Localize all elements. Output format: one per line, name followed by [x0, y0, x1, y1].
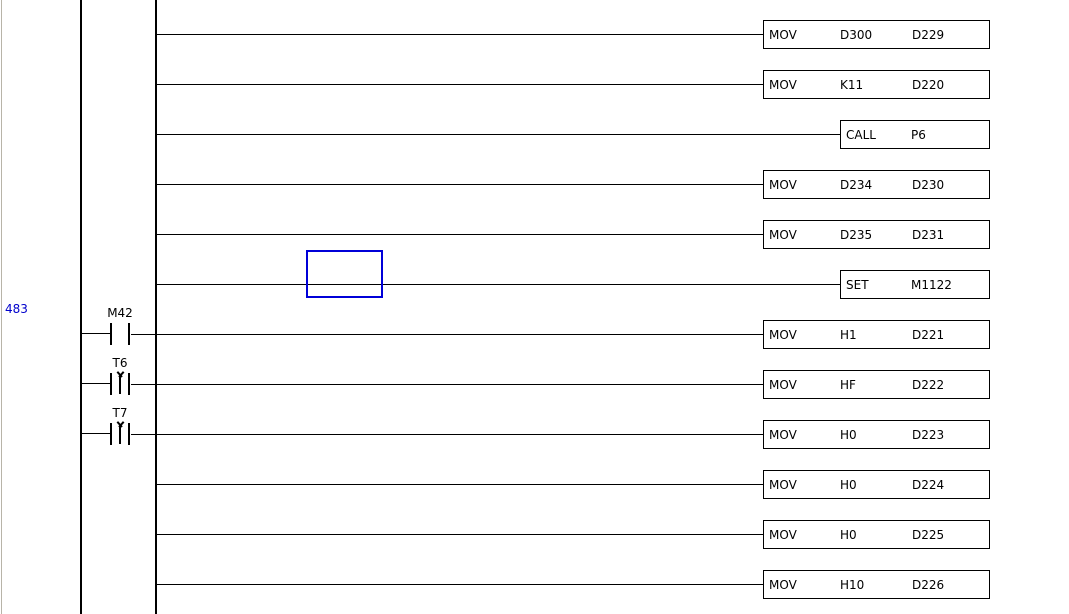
contact-m42-normally-open[interactable]: [105, 323, 135, 345]
rung-wire: [155, 134, 840, 135]
instruction-box-mov[interactable]: MOV D234 D230: [763, 170, 990, 199]
left-power-rail: [80, 0, 82, 614]
instruction-operand-1: M1122: [911, 278, 952, 292]
instruction-operand-1: H10: [840, 578, 865, 592]
instruction-operand-2: D222: [912, 378, 945, 392]
contact-label-t7: T7: [112, 406, 128, 420]
rung-wire: [155, 584, 763, 585]
instruction-operand-1: H0: [840, 428, 857, 442]
rung-wire: [155, 484, 763, 485]
contact-label-m42: M42: [107, 306, 133, 320]
instruction-mnemonic: MOV: [769, 428, 797, 442]
selection-cursor[interactable]: [306, 250, 383, 298]
branch-bus-line: [155, 0, 157, 614]
instruction-operand-2: D230: [912, 178, 945, 192]
instruction-operand-1: H1: [840, 328, 857, 342]
instruction-mnemonic: SET: [846, 278, 869, 292]
instruction-box-mov[interactable]: MOV H1 D221: [763, 320, 990, 349]
contact-lead-wire: [80, 383, 110, 384]
instruction-box-mov[interactable]: MOV H10 D226: [763, 570, 990, 599]
instruction-box-mov[interactable]: MOV H0 D224: [763, 470, 990, 499]
rung-wire: [131, 384, 763, 385]
instruction-operand-1: K11: [840, 78, 864, 92]
rising-edge-arrow-icon: [116, 421, 125, 444]
instruction-operand-1: P6: [911, 128, 926, 142]
contact-bar-left: [110, 423, 112, 445]
contact-bar-right: [128, 323, 130, 345]
contact-bar-left: [110, 323, 112, 345]
instruction-operand-2: D221: [912, 328, 945, 342]
instruction-operand-2: D224: [912, 478, 945, 492]
instruction-box-mov[interactable]: MOV D300 D229: [763, 20, 990, 49]
contact-lead-wire: [80, 433, 110, 434]
instruction-operand-2: D231: [912, 228, 945, 242]
rung-wire: [155, 184, 763, 185]
instruction-operand-1: HF: [840, 378, 856, 392]
contact-bar-left: [110, 373, 112, 395]
instruction-mnemonic: MOV: [769, 328, 797, 342]
instruction-box-mov[interactable]: MOV HF D222: [763, 370, 990, 399]
contact-t6-rising-edge[interactable]: [105, 371, 135, 395]
instruction-operand-1: D235: [840, 228, 873, 242]
contact-bar-right: [128, 423, 130, 445]
instruction-operand-2: D220: [912, 78, 945, 92]
contact-bar-right: [128, 373, 130, 395]
instruction-mnemonic: MOV: [769, 78, 797, 92]
instruction-operand-1: D234: [840, 178, 873, 192]
instruction-box-set[interactable]: SET M1122: [840, 270, 990, 299]
rung-wire: [131, 434, 763, 435]
instruction-operand-2: D223: [912, 428, 945, 442]
instruction-box-mov[interactable]: MOV H0 D225: [763, 520, 990, 549]
instruction-operand-1: D300: [840, 28, 873, 42]
rung-wire: [155, 534, 763, 535]
instruction-operand-2: D229: [912, 28, 945, 42]
instruction-mnemonic: MOV: [769, 178, 797, 192]
instruction-operand-1: H0: [840, 528, 857, 542]
window-left-edge: [1, 0, 2, 614]
instruction-box-mov[interactable]: MOV H0 D223: [763, 420, 990, 449]
contact-lead-wire: [80, 333, 110, 334]
instruction-mnemonic: MOV: [769, 28, 797, 42]
rung-wire: [131, 334, 763, 335]
contact-label-t6: T6: [112, 356, 128, 370]
instruction-box-call[interactable]: CALL P6: [840, 120, 990, 149]
instruction-mnemonic: MOV: [769, 378, 797, 392]
instruction-mnemonic: MOV: [769, 528, 797, 542]
rung-wire: [155, 84, 763, 85]
instruction-box-mov[interactable]: MOV K11 D220: [763, 70, 990, 99]
rung-wire: [155, 234, 763, 235]
instruction-operand-2: D225: [912, 528, 945, 542]
instruction-mnemonic: MOV: [769, 578, 797, 592]
rung-wire: [155, 284, 840, 285]
instruction-mnemonic: MOV: [769, 478, 797, 492]
instruction-mnemonic: CALL: [846, 128, 876, 142]
step-number: 483: [5, 302, 28, 316]
instruction-operand-1: H0: [840, 478, 857, 492]
rung-wire: [155, 34, 763, 35]
instruction-box-mov[interactable]: MOV D235 D231: [763, 220, 990, 249]
instruction-mnemonic: MOV: [769, 228, 797, 242]
rising-edge-arrow-icon: [116, 371, 125, 394]
instruction-operand-2: D226: [912, 578, 945, 592]
contact-t7-rising-edge[interactable]: [105, 421, 135, 445]
